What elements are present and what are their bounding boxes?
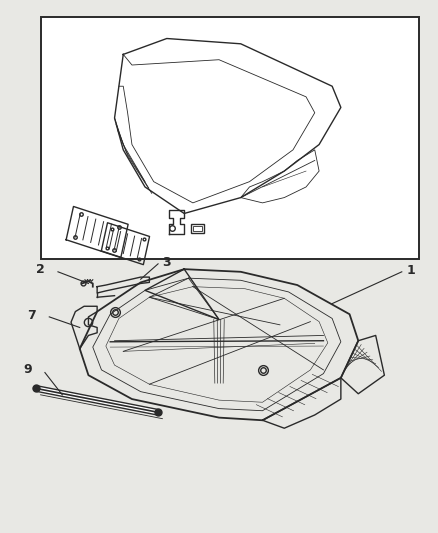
Bar [41,17,419,259]
Text: 2: 2 [36,263,45,276]
Text: 3: 3 [162,256,171,269]
Text: 1: 1 [406,264,415,277]
Bar [191,223,204,233]
Bar [193,225,201,231]
Text: 9: 9 [23,364,32,376]
Text: 7: 7 [28,309,36,322]
